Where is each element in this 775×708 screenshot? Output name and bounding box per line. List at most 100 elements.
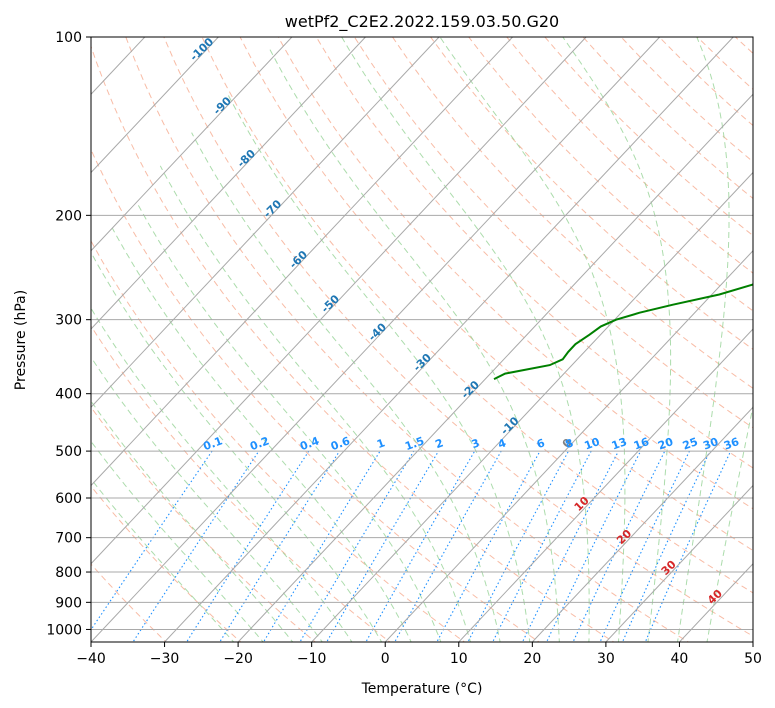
- dry-adiabat: [353, 37, 753, 429]
- isotherm-line: [531, 406, 753, 642]
- isotherm-line: [0, 37, 71, 642]
- dry-adiabat: [239, 37, 753, 552]
- dry-adiabat: [696, 37, 753, 90]
- mixing-ratio-line: [219, 450, 340, 642]
- mixing-ratio-line: [644, 450, 732, 642]
- isotherm-line: [91, 37, 440, 408]
- mixing-ratio-line: [546, 450, 642, 642]
- mixing-ratio-line: [521, 450, 619, 642]
- mixing-ratio-label: 2: [434, 436, 446, 451]
- isotherm-line: [311, 171, 753, 642]
- mixing-ratio-line: [467, 450, 569, 642]
- mixing-ratio-label: 6: [535, 436, 547, 451]
- x-tick-label: 20: [523, 651, 541, 667]
- dry-adiabat: [91, 325, 391, 642]
- y-tick-label: 700: [55, 531, 82, 547]
- isotherm-line: [164, 37, 734, 642]
- dry-adiabat: [91, 44, 615, 642]
- mixing-ratio-line: [299, 450, 415, 642]
- isotherm-label: -50: [319, 292, 343, 315]
- isotherm-line: [91, 37, 219, 174]
- series-layer: [493, 283, 753, 380]
- isotherm-line: [605, 484, 753, 642]
- moist-adiabat-label: 20: [614, 527, 634, 547]
- y-tick-label: 1000: [46, 622, 82, 638]
- mixing-ratio-label: 20: [656, 435, 675, 453]
- mixing-ratio-line: [599, 450, 690, 642]
- isotherm-line: [752, 641, 753, 642]
- isotherm-line: [91, 37, 513, 487]
- mixing-ratio-label: 0.2: [248, 434, 271, 453]
- isotherm-line: [91, 37, 661, 642]
- isotherm-label: -80: [235, 147, 259, 170]
- dry-adiabat: [201, 37, 753, 594]
- dry-adiabat: [430, 37, 753, 350]
- mixing-ratio-line: [436, 450, 541, 642]
- moist-adiabat: [227, 94, 531, 642]
- y-tick-label: 300: [55, 313, 82, 329]
- isotherm-label: -20: [459, 378, 483, 401]
- x-tick-label: 10: [450, 651, 468, 667]
- moist-adiabat-label: 40: [705, 587, 725, 607]
- moist-adiabat: [111, 227, 412, 642]
- moist-adiabat: [159, 165, 472, 642]
- moist-adiabat: [91, 440, 264, 642]
- mixing-ratio-line: [572, 450, 666, 642]
- mixing-ratio-line: [262, 450, 381, 642]
- isotherm-line: [91, 37, 587, 565]
- dry-adiabat: [620, 37, 753, 163]
- moist-adiabat: [136, 201, 442, 642]
- dry-adiabat: [315, 37, 753, 469]
- isotherm-line: [384, 250, 753, 642]
- mixing-ratio-line: [185, 450, 310, 642]
- x-tick-label: −10: [297, 651, 327, 667]
- isotherm-line: [91, 37, 366, 330]
- mixing-ratio-label: 25: [681, 435, 700, 452]
- isotherm-label: -40: [366, 320, 390, 343]
- moist-adiabat: [91, 400, 294, 642]
- mixing-ratio-label: 3: [470, 436, 482, 451]
- dry-adiabat: [125, 37, 690, 642]
- moist-adiabat: [91, 356, 323, 642]
- mixing-ratio-line: [365, 450, 476, 642]
- isotherm-line: [458, 328, 753, 642]
- mixing-ratio-label: 1: [375, 436, 387, 451]
- x-tick-label: −30: [150, 651, 180, 667]
- mixing-ratio-label: 0.6: [329, 434, 352, 453]
- mixing-ratio-line: [91, 450, 213, 631]
- y-axis: 100 200 300 400 500 600 700 800 900 1000: [46, 30, 91, 638]
- mixing-ratio-line: [621, 450, 711, 642]
- y-tick-label: 900: [55, 595, 82, 611]
- moist-adiabat: [706, 403, 753, 642]
- moist-adiabat: [191, 132, 501, 642]
- moist-adiabat: [91, 307, 353, 642]
- x-tick-label: 0: [381, 651, 390, 667]
- x-tick-label: 30: [597, 651, 615, 667]
- y-axis-title: Pressure (hPa): [13, 290, 29, 390]
- isotherm-line: [679, 563, 753, 642]
- mixing-ratio-label: 0.4: [298, 434, 321, 453]
- y-tick-label: 200: [55, 208, 82, 224]
- mixing-ratio-line: [326, 450, 439, 642]
- mixing-ratio-label: 1.5: [403, 434, 426, 453]
- moist-adiabat: [91, 251, 383, 642]
- mixing-ratio-label: 0.1: [201, 434, 224, 453]
- isotherm-label: -30: [411, 351, 435, 374]
- mixing-ratio-label: 8: [564, 436, 576, 451]
- plot-frame: [90, 36, 754, 643]
- dry-adiabat: [658, 37, 753, 127]
- grid-lines: [0, 37, 753, 642]
- moist-adiabat: [439, 37, 626, 642]
- y-tick-label: 400: [55, 387, 82, 403]
- isotherm-label: -90: [211, 94, 235, 117]
- x-tick-label: −40: [76, 651, 106, 667]
- y-tick-label: 100: [55, 30, 82, 46]
- temperature-profile: [752, 377, 753, 379]
- isotherm-label: -10: [498, 414, 522, 437]
- y-tick-label: 600: [55, 491, 82, 507]
- background-lines: [91, 37, 753, 642]
- mixing-ratio-label: 4: [496, 436, 508, 451]
- y-tick-label: 500: [55, 444, 82, 460]
- mixing-ratio-label: 30: [701, 435, 720, 453]
- x-tick-label: 50: [744, 651, 762, 667]
